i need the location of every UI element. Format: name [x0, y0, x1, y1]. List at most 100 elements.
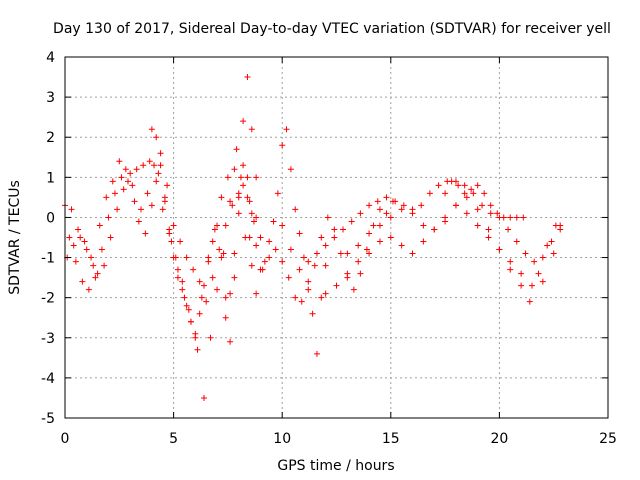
data-point: [138, 206, 145, 213]
data-point: [331, 226, 338, 233]
data-point: [287, 246, 294, 253]
data-point: [468, 186, 475, 193]
data-point: [183, 302, 190, 309]
data-point: [253, 174, 260, 181]
data-point: [305, 258, 312, 265]
data-point: [400, 202, 407, 209]
data-point: [313, 350, 320, 357]
data-point: [322, 262, 329, 269]
data-point: [244, 74, 251, 81]
data-point: [526, 298, 533, 305]
data-point: [79, 278, 86, 285]
x-tick-label: 5: [169, 431, 178, 447]
data-point: [350, 286, 357, 293]
data-point: [513, 214, 520, 221]
data-point: [333, 282, 340, 289]
data-point: [418, 202, 425, 209]
data-point: [442, 190, 449, 197]
data-point: [103, 194, 110, 201]
data-point: [463, 194, 470, 201]
series-track-e: [222, 126, 329, 357]
data-point: [248, 210, 255, 217]
data-point: [153, 134, 160, 141]
data-point: [157, 162, 164, 169]
data-point: [305, 286, 312, 293]
data-point: [266, 238, 273, 245]
data-point: [170, 222, 177, 229]
data-point: [318, 294, 325, 301]
data-point: [357, 210, 364, 217]
data-point: [455, 182, 462, 189]
data-point: [129, 182, 136, 189]
data-point: [370, 222, 377, 229]
data-point: [101, 262, 108, 269]
data-point: [513, 238, 520, 245]
data-point: [235, 194, 242, 201]
data-point: [88, 254, 95, 261]
data-point: [194, 346, 201, 353]
x-tick-label: 10: [273, 431, 291, 447]
data-point: [398, 242, 405, 249]
data-point: [235, 210, 242, 217]
data-point: [105, 214, 112, 221]
data-point: [283, 126, 290, 133]
data-point: [348, 218, 355, 225]
data-point: [246, 234, 253, 241]
data-point: [487, 210, 494, 217]
series-track-i: [344, 194, 559, 305]
series-track-j: [442, 178, 527, 221]
data-point: [244, 174, 251, 181]
data-point: [344, 270, 351, 277]
data-point: [211, 226, 218, 233]
data-point: [131, 198, 138, 205]
data-point: [142, 230, 149, 237]
data-point: [279, 222, 286, 229]
series-track-f: [246, 198, 396, 305]
data-point: [285, 274, 292, 281]
data-point: [531, 258, 538, 265]
data-point: [227, 198, 234, 205]
data-point: [77, 234, 84, 241]
data-point: [355, 258, 362, 265]
data-point: [246, 198, 253, 205]
data-point: [539, 254, 546, 261]
data-point: [70, 242, 77, 249]
data-point: [344, 250, 351, 257]
data-point: [68, 206, 75, 213]
x-tick-label: 20: [490, 431, 508, 447]
data-point: [233, 146, 240, 153]
data-point: [463, 210, 470, 217]
data-point: [296, 266, 303, 273]
data-point: [185, 306, 192, 313]
data-point: [266, 254, 273, 261]
data-point: [96, 222, 103, 229]
data-point: [240, 118, 247, 125]
data-point: [374, 198, 381, 205]
x-axis-label: GPS time / hours: [277, 458, 394, 474]
data-point: [179, 286, 186, 293]
data-point: [198, 294, 205, 301]
data-point: [75, 226, 82, 233]
data-point: [72, 258, 79, 265]
data-point: [237, 174, 244, 181]
data-point: [220, 250, 227, 257]
data-point: [287, 166, 294, 173]
data-point: [222, 294, 229, 301]
data-point: [174, 274, 181, 281]
data-point: [474, 206, 481, 213]
data-point: [528, 282, 535, 289]
data-point: [448, 178, 455, 185]
data-point: [168, 238, 175, 245]
data-point: [90, 262, 97, 269]
data-point: [203, 298, 210, 305]
data-point: [500, 214, 507, 221]
data-point: [214, 222, 221, 229]
data-point: [164, 182, 171, 189]
data-point: [539, 278, 546, 285]
data-point: [201, 394, 208, 401]
data-point: [409, 250, 416, 257]
data-point: [366, 230, 373, 237]
data-point: [261, 258, 268, 265]
